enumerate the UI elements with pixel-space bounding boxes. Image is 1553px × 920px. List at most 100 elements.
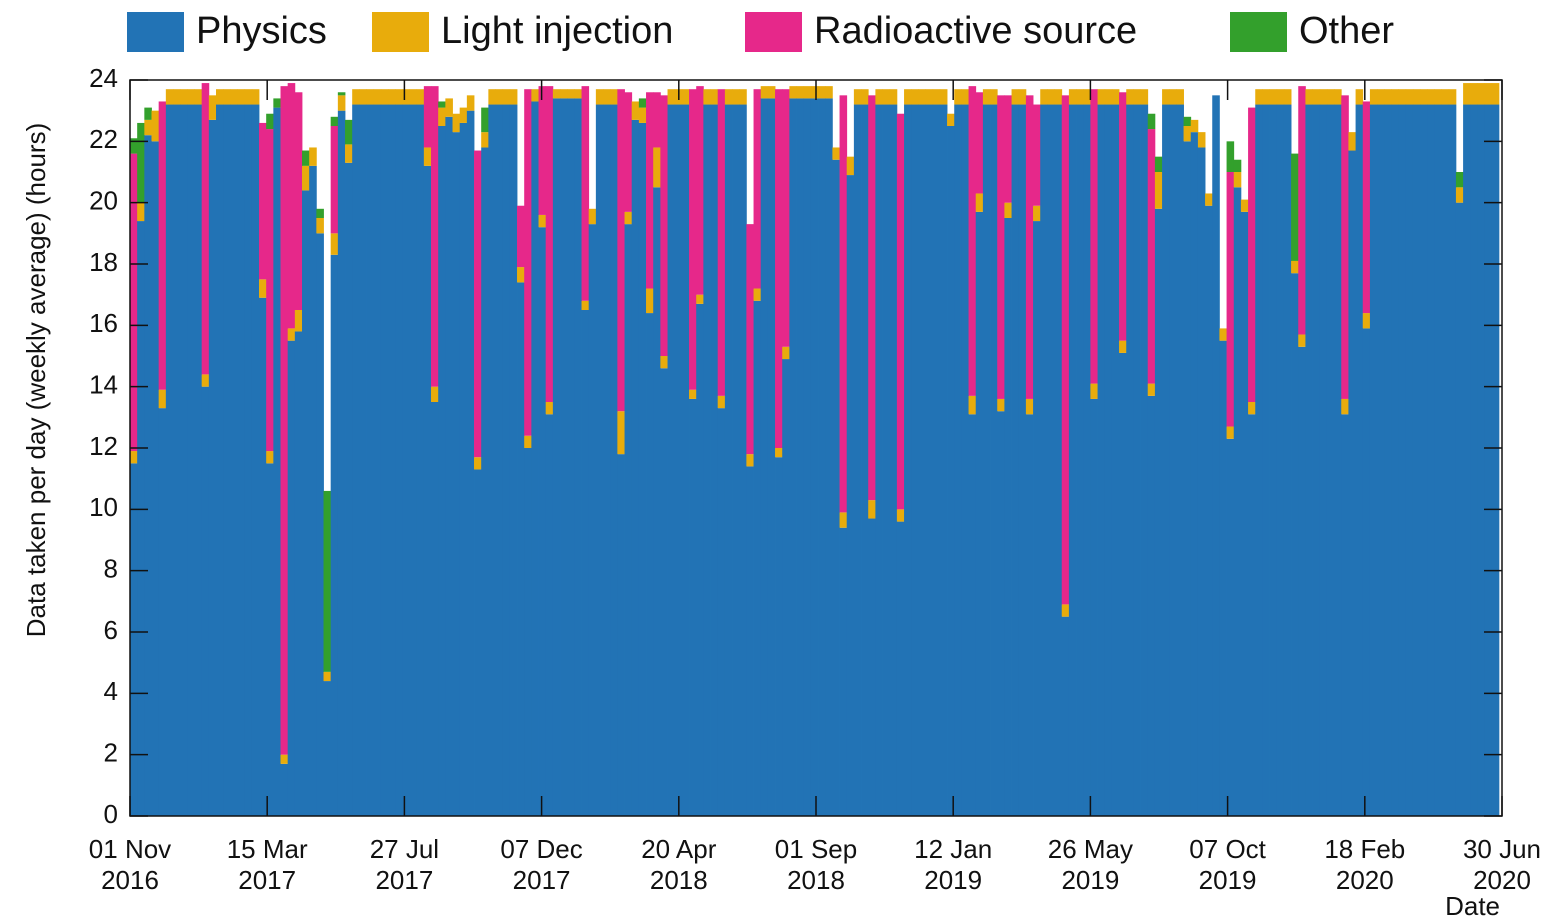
bar-segment xyxy=(1111,89,1120,105)
bar-segment xyxy=(201,386,210,816)
bar-segment xyxy=(753,89,762,289)
bar-segment xyxy=(1154,172,1163,209)
bar-segment xyxy=(416,89,425,105)
bar-segment xyxy=(646,288,654,314)
bar-segment xyxy=(294,92,303,311)
bar-segment xyxy=(144,135,152,816)
bar-segment xyxy=(825,86,833,99)
bar-segment xyxy=(775,89,783,448)
bar-segment xyxy=(667,89,676,105)
bar-segment xyxy=(237,89,246,105)
bar-segment xyxy=(1054,104,1063,817)
bar-segment xyxy=(481,147,489,816)
bar-segment xyxy=(130,451,138,464)
legend-label: Other xyxy=(1299,10,1394,52)
bar-segment xyxy=(531,89,539,102)
bar-segment xyxy=(423,147,432,166)
bar-segment xyxy=(904,89,912,105)
bar-segment xyxy=(796,86,805,99)
bar-segment xyxy=(459,107,468,123)
bar-segment xyxy=(1119,352,1127,816)
bar-segment xyxy=(302,190,310,816)
bar-segment xyxy=(359,89,367,105)
bar-segment xyxy=(1369,89,1378,105)
bar-segment xyxy=(932,89,941,105)
bar-segment xyxy=(545,414,554,816)
bar-segment xyxy=(1441,104,1450,817)
bar-segment xyxy=(273,98,281,108)
bar-segment xyxy=(1233,172,1242,188)
x-tick-label: 20 Apr 2018 xyxy=(641,834,717,895)
y-axis-label: Data taken per day (weekly average) (hou… xyxy=(21,123,51,637)
bar-segment xyxy=(775,457,783,816)
bar-segment xyxy=(997,95,1005,399)
x-tick-label: 12 Jan 2019 xyxy=(914,834,993,895)
bar-segment xyxy=(839,95,848,513)
bar-segment xyxy=(1448,104,1457,817)
bar-segment xyxy=(1420,89,1428,105)
bar-segment xyxy=(266,451,274,464)
bar-segment xyxy=(947,113,955,126)
bar-segment xyxy=(1183,126,1192,142)
bar-segment xyxy=(746,224,754,455)
bar-segment xyxy=(1226,426,1235,439)
bar-segment xyxy=(223,89,231,105)
bar-segment xyxy=(1348,150,1356,817)
bar-segment xyxy=(674,104,683,817)
bar-segment xyxy=(438,107,446,126)
bar-segment xyxy=(1312,104,1321,817)
bar-segment xyxy=(259,122,267,280)
bar-segment xyxy=(1455,202,1464,816)
bar-segment xyxy=(896,521,905,816)
bar-segment xyxy=(438,101,446,108)
bar-segment xyxy=(1305,104,1313,817)
bar-segment xyxy=(982,89,991,105)
bar-segment xyxy=(502,89,511,105)
bar-segment xyxy=(552,98,561,816)
bar-segment xyxy=(1384,104,1392,817)
bar-segment xyxy=(345,119,353,145)
y-tick-label: 14 xyxy=(89,370,118,400)
bar-segment xyxy=(1248,402,1256,415)
bar-segment xyxy=(1183,141,1192,817)
bar-segment xyxy=(259,297,267,816)
bar-segment xyxy=(180,89,188,105)
bar-segment xyxy=(1362,328,1371,816)
bar-segment xyxy=(581,310,590,816)
bar-segment xyxy=(581,86,590,301)
bar-segment xyxy=(803,98,812,816)
bar-segment xyxy=(818,86,826,99)
bar-segment xyxy=(782,359,790,816)
bar-segment xyxy=(1190,119,1199,133)
bar-segment xyxy=(1040,104,1048,817)
bar-segment xyxy=(789,98,797,816)
bar-segment xyxy=(1455,187,1464,203)
bar-segment xyxy=(1054,89,1063,105)
bar-segment xyxy=(1477,104,1485,817)
bar-segment xyxy=(409,104,418,817)
bar-segment xyxy=(538,227,547,816)
bar-segment xyxy=(982,104,991,817)
bar-segment xyxy=(481,132,489,148)
y-tick-label: 8 xyxy=(104,554,118,584)
bar-segment xyxy=(760,98,769,816)
bar-segment xyxy=(165,89,174,105)
bar-segment xyxy=(165,104,174,817)
bar-segment xyxy=(431,386,439,402)
bar-segment xyxy=(696,294,704,304)
bar-segment xyxy=(617,89,625,412)
bar-segment xyxy=(1334,89,1342,105)
bar-segment xyxy=(1154,208,1163,817)
bar-segment xyxy=(839,527,848,816)
bar-segment xyxy=(194,89,203,105)
bar-segment xyxy=(710,89,719,105)
bar-segment xyxy=(466,110,475,816)
bar-segment xyxy=(509,89,518,105)
bar-segment xyxy=(696,303,704,816)
bar-segment xyxy=(567,98,575,816)
bar-segment xyxy=(782,346,790,360)
bar-segment xyxy=(517,205,525,268)
bar-segment xyxy=(130,153,138,452)
bar-segment xyxy=(402,104,410,817)
